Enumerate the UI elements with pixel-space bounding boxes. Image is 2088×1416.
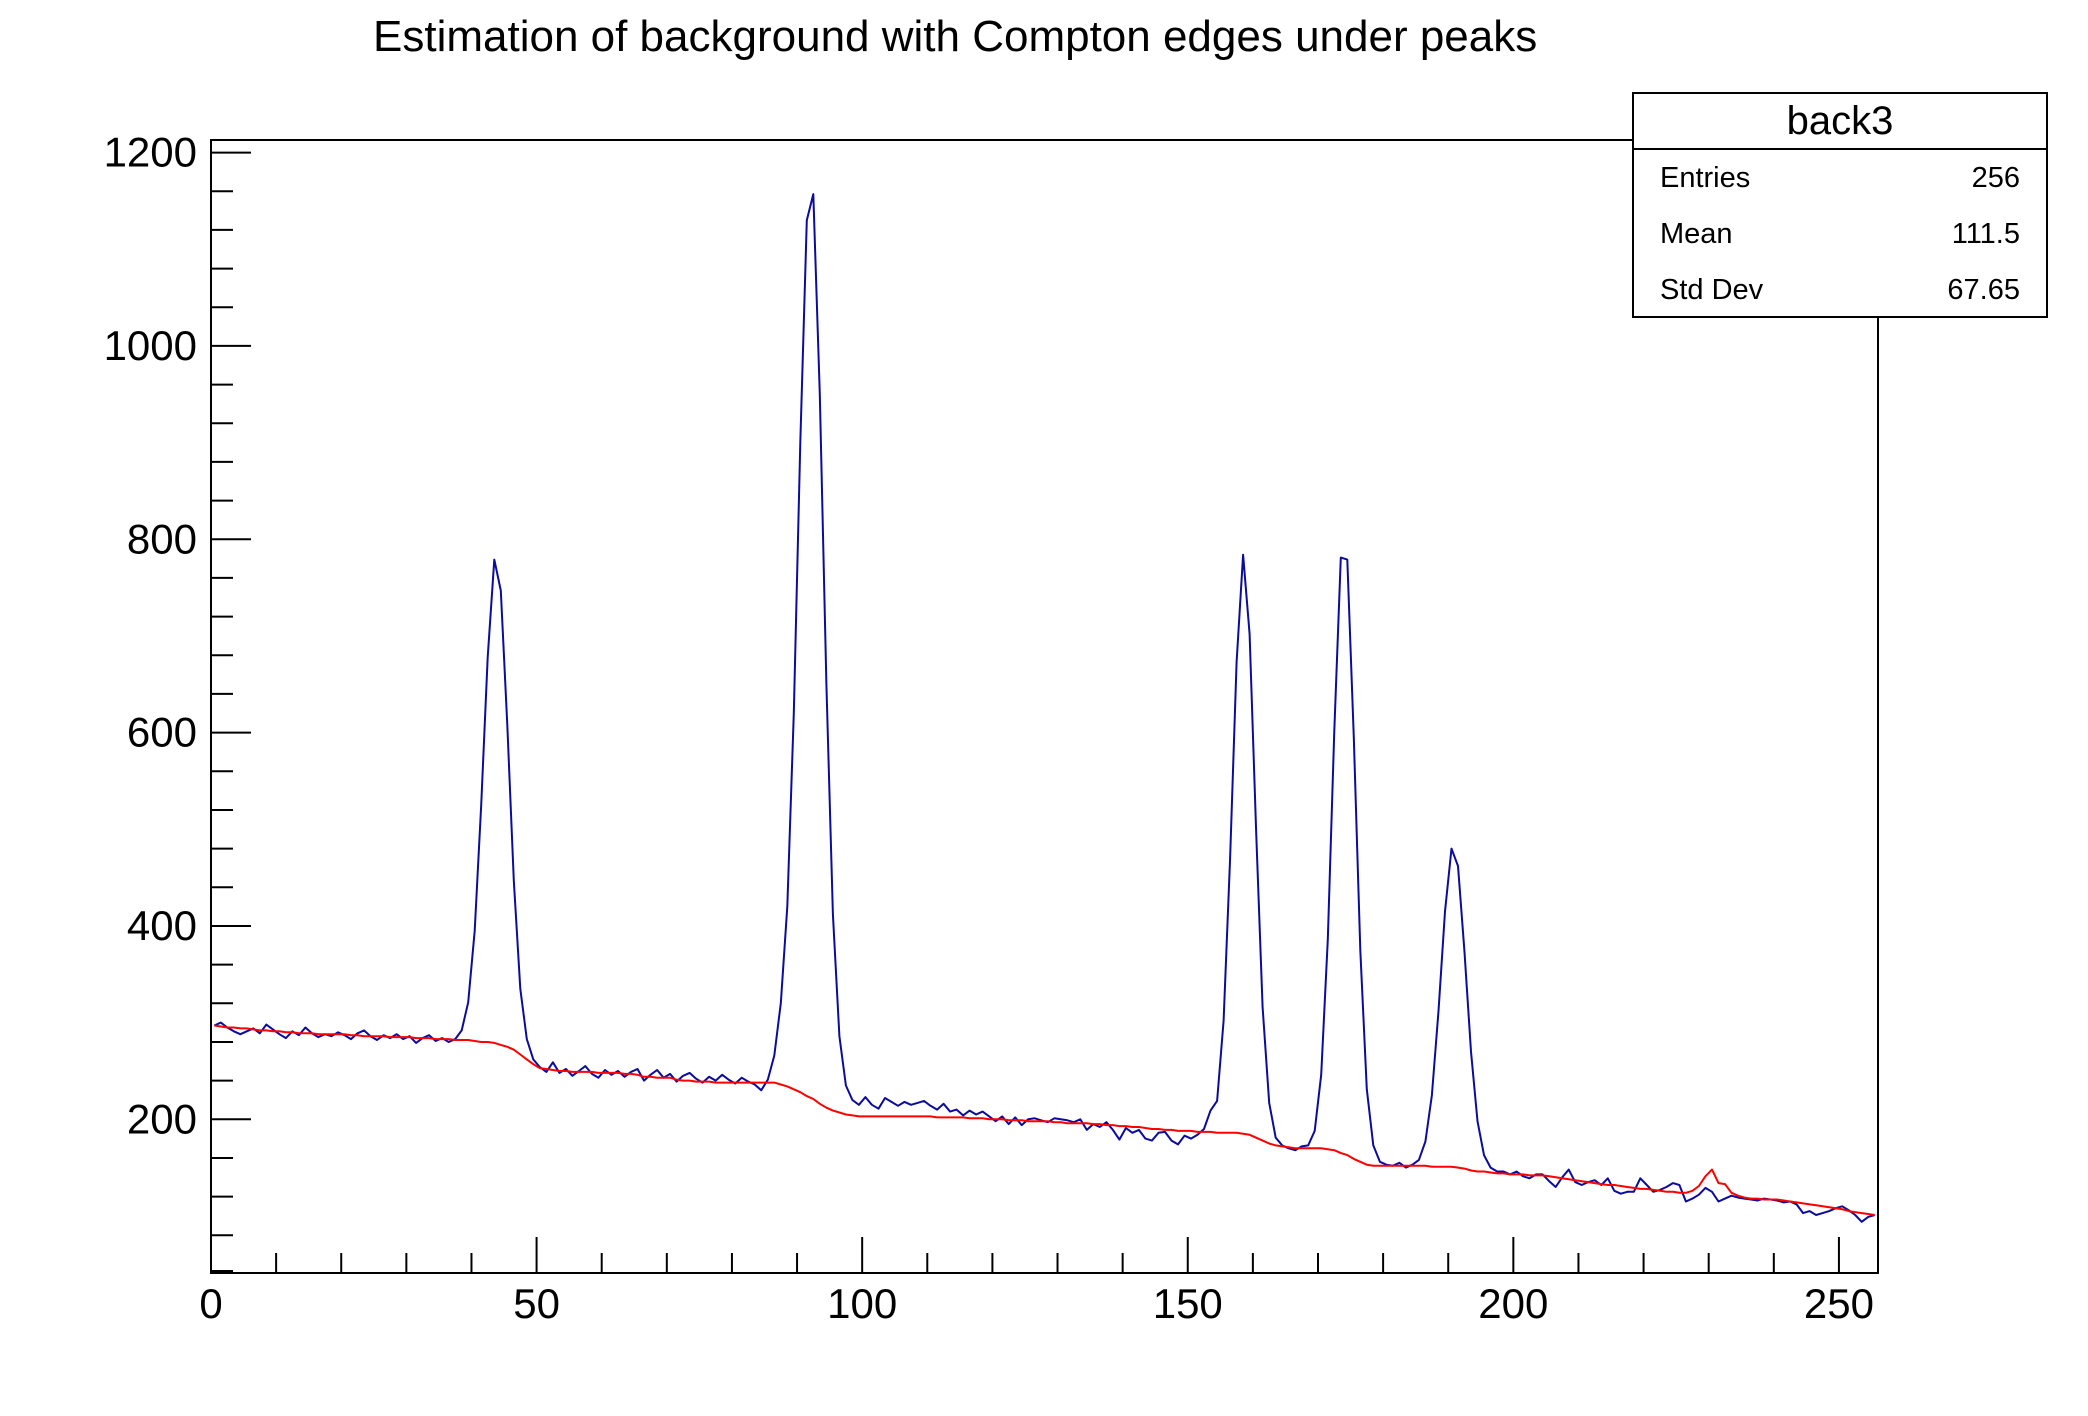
y-tick-label: 1000 (104, 322, 197, 369)
x-tick-label: 100 (827, 1280, 897, 1327)
stats-value-stddev: 67.65 (1947, 273, 2020, 306)
spectrum-line (213, 193, 1875, 1223)
stats-label-stddev: Std Dev (1660, 273, 1764, 306)
x-tick-label: 200 (1478, 1280, 1548, 1327)
stats-row-mean: Mean 111.5 (1634, 206, 2046, 262)
y-tick-label: 400 (127, 902, 197, 949)
background-estimate-line (214, 1024, 1875, 1216)
stats-value-mean: 111.5 (1951, 217, 2020, 250)
y-tick-label: 1200 (104, 129, 197, 176)
x-tick-label: 50 (513, 1280, 560, 1327)
stats-row-stddev: Std Dev 67.65 (1634, 262, 2046, 318)
stats-label-mean: Mean (1660, 217, 1733, 250)
x-tick-label: 0 (199, 1280, 222, 1327)
x-axis: 0 50 100 150 200 250 (199, 1237, 1874, 1327)
y-tick-label: 200 (127, 1095, 197, 1142)
stats-row-entries: Entries 256 (1634, 150, 2046, 206)
y-tick-label: 800 (127, 515, 197, 562)
plot-title: Estimation of background with Compton ed… (373, 12, 1538, 61)
stats-label-entries: Entries (1660, 161, 1751, 194)
y-tick-label: 600 (127, 709, 197, 756)
x-tick-label: 250 (1804, 1280, 1874, 1327)
stats-box: back3 Entries 256 Mean 111.5 Std Dev 67.… (1632, 92, 2048, 318)
y-axis: 200 400 600 800 1000 1200 (104, 129, 251, 1272)
stats-value-entries: 256 (1971, 161, 2020, 194)
stats-box-title: back3 (1634, 94, 2046, 150)
stats-box-rows: Entries 256 Mean 111.5 Std Dev 67.65 (1634, 150, 2046, 318)
x-tick-label: 150 (1153, 1280, 1223, 1327)
plot-frame (210, 139, 1879, 1274)
